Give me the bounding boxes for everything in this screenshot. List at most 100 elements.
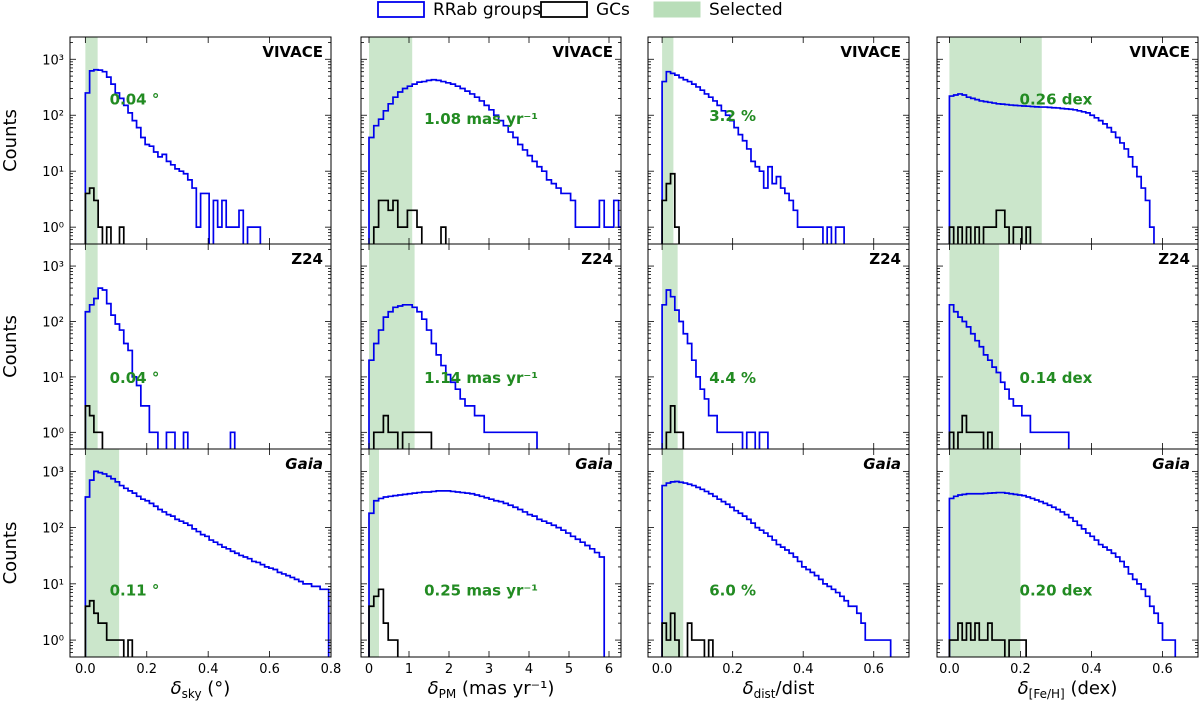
y-tick-label: 10¹ — [42, 578, 64, 593]
rrab-histogram — [368, 303, 538, 449]
y-tick-label: 10¹ — [42, 165, 64, 180]
gc-histogram — [84, 187, 125, 244]
y-tick-label: 10² — [42, 315, 64, 330]
panel-r1-c2: Z24 4.4 % — [647, 243, 910, 450]
selected-region — [949, 449, 1021, 657]
selected-region — [369, 244, 415, 449]
width-annotation: 6.0 % — [709, 581, 756, 599]
gc-histogram — [84, 405, 104, 449]
y-tick-label: 10¹ — [42, 371, 64, 386]
panel-r2-c2: 0.0 0.2 0.4 0.6 Gaia 6.0 % — [647, 448, 910, 677]
x-tick-label: 0.0 — [75, 662, 96, 677]
gc-histogram — [948, 622, 1027, 657]
legend-label: RRab groups — [433, 0, 541, 20]
x-tick-label: 0.4 — [1081, 662, 1102, 677]
gc-histogram — [372, 414, 433, 449]
rrab-histogram — [948, 491, 1177, 657]
panel-r2-c3: 0.0 0.2 0.4 0.6 Gaia 0.20 dex — [936, 448, 1199, 677]
gc-histogram — [948, 209, 1032, 244]
y-tick-label: 10³ — [42, 260, 64, 275]
panel-title: Z24 — [869, 250, 901, 268]
legend-label: GCs — [596, 0, 630, 20]
rrab-histogram — [368, 490, 606, 657]
gc-histogram — [368, 588, 399, 657]
panel-r2-c0: 10⁰ 10¹ 10² 10³ Counts 0.0 0.2 0.4 0.6 0.8 Gaia 0.1… — [0, 448, 342, 677]
y-tick-label: 10³ — [42, 465, 64, 480]
x-tick-label: 0.6 — [259, 662, 280, 677]
x-axis-label-rest: (°) — [202, 678, 231, 699]
width-annotation: 3.2 % — [709, 107, 756, 125]
x-tick-label: 3 — [485, 662, 493, 677]
x-tick-label: 0.4 — [198, 662, 219, 677]
x-tick-label: 2 — [445, 662, 453, 677]
width-annotation: 1.08 mas yr⁻¹ — [424, 110, 538, 128]
panel-title: Gaia — [863, 455, 901, 473]
panel-frame — [360, 448, 622, 658]
legend-swatch — [653, 1, 701, 18]
x-axis-label: δPM (mas yr⁻¹) — [428, 678, 555, 701]
y-tick-label: 10⁰ — [42, 426, 64, 441]
selected-region — [662, 37, 674, 244]
x-axis-label-sub: PM — [439, 687, 457, 701]
panel-frame — [69, 448, 332, 658]
gc-histogram — [948, 414, 993, 449]
panel-r1-c3: Z24 0.14 dex — [936, 243, 1199, 450]
rrab-histogram — [84, 470, 330, 657]
width-annotation: 0.26 dex — [1020, 90, 1093, 108]
rrab-histogram — [948, 93, 1155, 244]
gc-histogram — [665, 405, 685, 449]
y-axis-label: Counts — [0, 109, 21, 172]
panel-r1-c0: 10⁰ 10¹ 10² 10³ Counts Z24 0.04 ° — [0, 243, 332, 450]
x-axis-label: δ[Fe/H] (dex) — [1018, 678, 1118, 701]
legend-entry-selected: Selected — [653, 0, 783, 20]
panel-r2-c1: 0 1 2 3 4 5 6 Gaia 0.25 mas yr⁻¹ — [360, 448, 622, 677]
y-axis-label: Counts — [0, 522, 21, 585]
x-tick-label: 0 — [365, 662, 373, 677]
panel-frame — [647, 36, 910, 245]
x-tick-label: 0.2 — [722, 662, 743, 677]
panel-frame — [647, 243, 910, 450]
selected-region — [369, 449, 379, 657]
x-axis-label-sub: dist — [754, 687, 776, 701]
rrab-histogram — [661, 480, 892, 657]
selected-region — [369, 37, 413, 244]
panel-title: VIVACE — [1129, 43, 1190, 61]
width-annotation: 0.04 ° — [110, 369, 160, 387]
legend-entry-gcs: GCs — [540, 0, 630, 20]
y-tick-label: 10³ — [42, 53, 64, 68]
x-axis-label-symbol: δ — [743, 678, 754, 699]
x-axis-label: δdist/dist — [743, 678, 815, 701]
width-annotation: 0.20 dex — [1020, 581, 1093, 599]
x-tick-label: 0.6 — [863, 662, 884, 677]
x-axis-label-symbol: δ — [428, 678, 439, 699]
x-tick-label: 0.2 — [1010, 662, 1031, 677]
x-axis-label-rest: (mas yr⁻¹) — [456, 678, 554, 699]
panel-frame — [69, 243, 332, 450]
panel-title: VIVACE — [552, 43, 613, 61]
rrab-histogram — [368, 78, 621, 244]
x-tick-label: 0.0 — [652, 662, 673, 677]
x-axis-label-sub: sky — [182, 687, 202, 701]
width-annotation: 0.04 ° — [110, 90, 160, 108]
width-annotation: 0.25 mas yr⁻¹ — [424, 581, 538, 599]
panel-frame — [936, 448, 1199, 658]
y-tick-label: 10⁰ — [42, 634, 64, 649]
selected-region — [662, 449, 684, 657]
panel-r0-c1: VIVACE 1.08 mas yr⁻¹ — [360, 36, 622, 245]
gc-histogram — [84, 599, 134, 657]
selected-region — [949, 244, 1000, 449]
panel-title: Gaia — [285, 455, 323, 473]
x-tick-label: 4 — [525, 662, 533, 677]
legend-swatch — [540, 1, 588, 18]
x-axis-label-rest: /dist — [776, 678, 815, 699]
x-tick-label: 1 — [405, 662, 413, 677]
legend: RRab groups GCs Selected — [377, 0, 783, 20]
width-annotation: 0.11 ° — [110, 581, 160, 599]
legend-label: Selected — [709, 0, 783, 20]
x-tick-label: 0.8 — [321, 662, 342, 677]
gc-histogram — [661, 172, 680, 244]
x-tick-label: 0.4 — [793, 662, 814, 677]
x-axis-label-symbol: δ — [171, 678, 182, 699]
